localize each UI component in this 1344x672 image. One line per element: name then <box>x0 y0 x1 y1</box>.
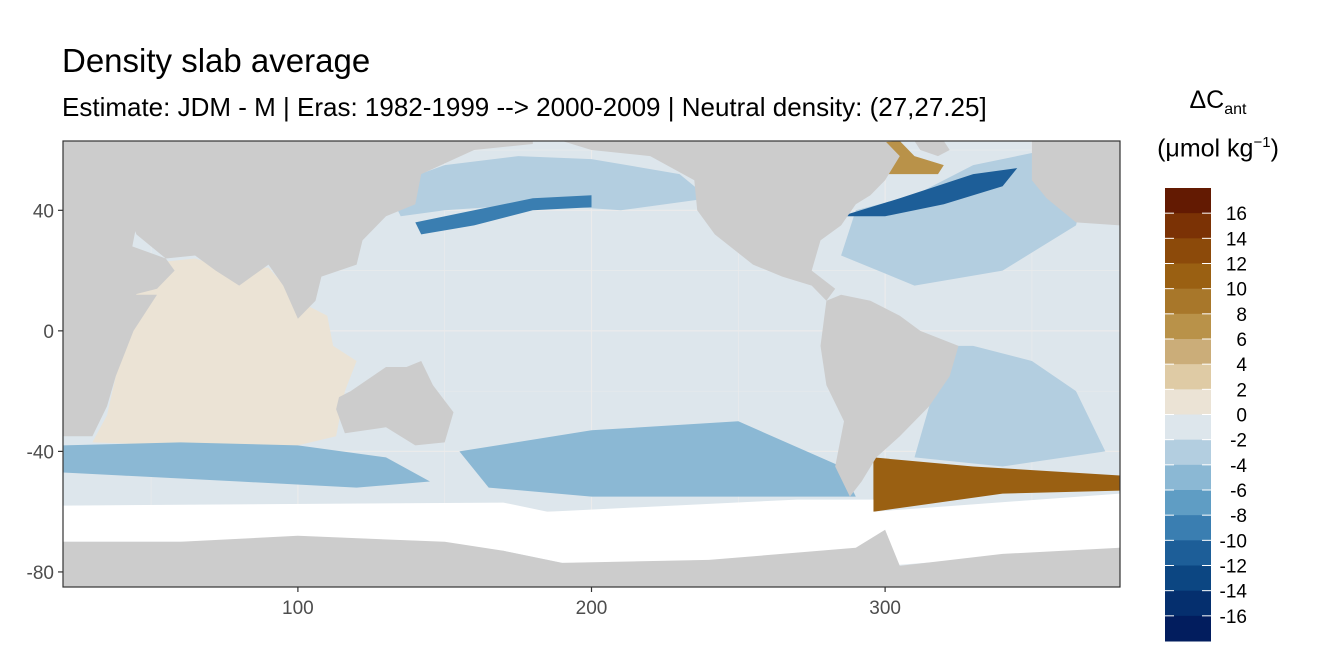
colorbar-swatch <box>1165 339 1211 365</box>
y-axis: 40 0 -40 -80 <box>27 201 63 584</box>
x-tick-label: 100 <box>282 598 314 619</box>
land-eurasia <box>115 141 533 319</box>
colorbar-swatch <box>1165 590 1211 617</box>
colorbar-swatch <box>1165 313 1211 340</box>
legend-unit: (μmol kg−1) <box>1148 134 1288 163</box>
colorbar: 16 14 12 10 8 6 4 2 0 -2 -4 -6 -8 -10 -12 -14 -16 <box>1165 188 1247 642</box>
region-south-pacific <box>459 421 856 497</box>
colorbar-label: 8 <box>1236 305 1247 326</box>
colorbar-label: -10 <box>1220 531 1247 552</box>
colorbar-swatch <box>1165 464 1211 491</box>
land-north-america <box>562 141 900 301</box>
colorbar-swatch <box>1165 414 1211 441</box>
region-southern-indian-sector <box>63 442 430 488</box>
colorbar-label: 10 <box>1226 280 1247 301</box>
colorbar-swatch <box>1165 565 1211 592</box>
colorbar-label: -2 <box>1230 431 1247 452</box>
colorbar-label: 4 <box>1236 355 1247 376</box>
land-australia <box>336 361 454 446</box>
legend-title-symbol: ΔC <box>1189 86 1225 114</box>
colorbar-label: 12 <box>1226 255 1247 276</box>
land-europe <box>1031 141 1120 226</box>
region-indian-ocean <box>92 258 357 446</box>
y-tick-label: 40 <box>33 201 54 222</box>
colorbar-label: -8 <box>1230 506 1247 527</box>
colorbar-swatch <box>1165 389 1211 415</box>
colorbar-label: 16 <box>1226 204 1247 225</box>
region-weddell-sector <box>873 457 1120 512</box>
colorbar-label: -16 <box>1220 607 1247 628</box>
colorbar-label: -14 <box>1220 582 1248 603</box>
colorbar-swatch <box>1165 439 1211 466</box>
colorbar-label: -6 <box>1230 481 1247 502</box>
y-tick-label: 0 <box>43 322 54 343</box>
chart-subtitle: Estimate: JDM - M | Eras: 1982-1999 --> … <box>62 92 987 122</box>
colorbar-swatch <box>1165 238 1211 264</box>
colorbar-swatch <box>1165 364 1211 390</box>
colorbar-label: 14 <box>1226 229 1248 250</box>
colorbar-swatch <box>1165 615 1211 642</box>
colorbar-swatch <box>1165 515 1211 541</box>
x-tick-label: 200 <box>576 598 608 619</box>
x-tick-label: 300 <box>869 598 901 619</box>
legend-title-subscript: ant <box>1224 101 1247 118</box>
colorbar-label: -12 <box>1220 557 1247 578</box>
colorbar-swatch <box>1165 263 1211 290</box>
colorbar-label: 2 <box>1236 380 1247 401</box>
colorbar-label: -4 <box>1230 456 1247 477</box>
colorbar-label: 0 <box>1236 406 1247 427</box>
colorbar-swatch <box>1165 490 1211 516</box>
legend-unit-close: ) <box>1270 134 1279 163</box>
ocean-field <box>63 141 1120 560</box>
land-masks <box>63 141 1120 587</box>
x-axis: 100 200 300 <box>282 587 901 619</box>
region-south-atlantic <box>914 345 1106 467</box>
chart-title: Density slab average <box>62 42 371 79</box>
land-arabia <box>115 240 175 295</box>
y-tick-label: -40 <box>27 442 54 463</box>
legend-unit-main: (μmol kg <box>1157 134 1254 163</box>
land-greenland <box>914 141 950 157</box>
colorbar-swatch <box>1165 540 1211 566</box>
land-africa <box>63 141 157 437</box>
region-north-atlantic <box>841 150 1091 286</box>
region-gulf-stream <box>841 168 1018 217</box>
legend-title: ΔCant <box>1148 86 1288 119</box>
region-kuroshio-extension <box>415 195 592 235</box>
y-tick-label: -80 <box>27 563 54 584</box>
colorbar-swatch <box>1165 213 1211 239</box>
colorbar-swatch <box>1165 188 1211 214</box>
region-north-pacific <box>386 156 709 217</box>
colorbar-swatch <box>1165 288 1211 315</box>
land-antarctica <box>63 529 1120 587</box>
map-panel <box>63 141 1120 587</box>
legend-unit-exponent: −1 <box>1253 134 1271 151</box>
colorbar-label: 6 <box>1236 330 1247 351</box>
land-south-america <box>820 294 959 497</box>
